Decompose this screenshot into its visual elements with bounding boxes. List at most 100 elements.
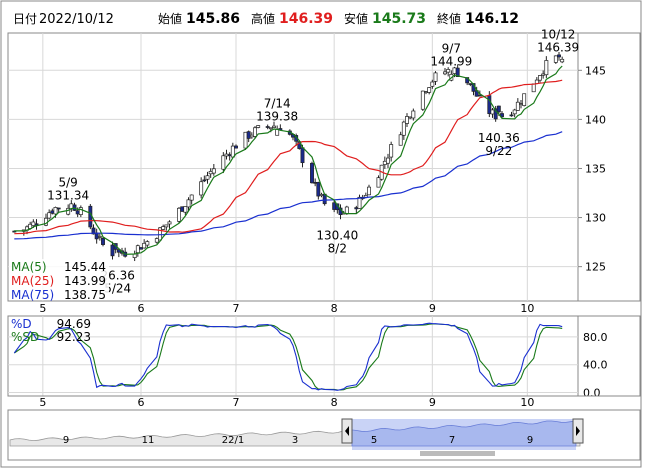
navigator-x-label: 22/1	[222, 435, 244, 446]
annotation-line1: 130.40	[316, 229, 358, 243]
candle-up	[167, 221, 172, 225]
ma25-line	[14, 79, 563, 235]
candle-up	[408, 116, 413, 119]
candle-down	[354, 207, 359, 210]
price-x-tick-label: 7	[233, 302, 240, 315]
candle-down	[300, 147, 305, 164]
candle-up	[78, 207, 83, 215]
candle-up	[272, 125, 276, 128]
low-label: 安値	[344, 11, 368, 26]
candle-up	[164, 224, 169, 228]
stochastic-lines	[13, 322, 563, 391]
candle-down	[455, 67, 460, 78]
price-x-tick-label: 8	[331, 302, 338, 315]
legend-ma5-name: MA(5)	[11, 260, 47, 274]
candle-up	[145, 241, 150, 246]
candle-up	[142, 242, 147, 249]
low-value: 145.73	[372, 11, 426, 27]
candle-up	[386, 157, 390, 164]
ma5-line	[14, 65, 563, 255]
annotation-line2: 8/2	[328, 242, 347, 256]
bottom-x-tick-label: 5	[39, 396, 46, 409]
candle-up	[208, 171, 213, 175]
open-label: 始値	[158, 11, 182, 26]
annotation-line2: 5/24	[104, 281, 131, 295]
candle-up	[31, 221, 36, 226]
legend-ma75-name: MA(75)	[11, 288, 54, 302]
candle-up	[424, 91, 428, 94]
candle-up	[452, 67, 457, 74]
bottom-x-tick-label: 6	[138, 396, 145, 409]
legend-ma75-value: 138.75	[64, 288, 106, 302]
candle-up	[53, 207, 58, 215]
candle-down	[139, 247, 143, 250]
candle-up	[344, 206, 349, 215]
annotation-line2: 9/22	[485, 144, 512, 158]
candle-up	[430, 81, 435, 87]
ma-legend-bg	[9, 259, 109, 300]
high-value: 146.39	[279, 11, 333, 27]
ma-legend: MA(5) 145.44 MA(25) 143.99 MA(75) 138.75	[9, 259, 109, 302]
candle-up	[183, 206, 188, 213]
annotation-line1: 26.36	[100, 268, 134, 282]
annotation-line1: 140.36	[478, 131, 520, 145]
candlesticks	[12, 52, 565, 262]
bottom-x-axis: 5 6 7 8 9 10	[39, 396, 534, 409]
legend-pctsd-name: %SD	[11, 330, 39, 344]
navigator-x-label: 11	[142, 435, 155, 446]
candle-down	[180, 206, 185, 212]
candle-down	[234, 145, 238, 149]
candle-down	[468, 83, 473, 85]
ohlc-header: 日付 2022/10/12 始値 145.86 高値 146.39 安値 145…	[13, 11, 519, 27]
navigator-x-label: 9	[63, 435, 69, 446]
candle-down	[500, 113, 504, 118]
bottom-x-tick-label: 8	[331, 396, 338, 409]
candle-up	[553, 55, 558, 63]
chevron-right-icon	[576, 426, 580, 436]
candle-down	[227, 154, 232, 157]
candle-up	[135, 245, 140, 254]
bottom-x-tick-label: 10	[520, 396, 534, 409]
candle-up	[158, 227, 162, 241]
ma75-line	[14, 131, 563, 240]
price-x-tick-label: 9	[429, 302, 436, 315]
candle-up	[398, 134, 403, 146]
annotation-line1: 7/14	[264, 96, 291, 110]
candle-up	[97, 236, 102, 238]
candle-up	[376, 177, 381, 188]
navigator[interactable]: 9 11 22/1 3 5 7 9	[7, 409, 641, 461]
annotation-line1: 5/9	[59, 175, 78, 189]
candle-up	[515, 101, 520, 111]
candle-down	[202, 179, 207, 182]
candle-up	[357, 196, 362, 209]
candle-down	[246, 131, 251, 139]
legend-pctd-value: 94.69	[57, 317, 91, 331]
candle-up	[519, 103, 523, 105]
price-y-tick-label: 135	[585, 162, 606, 175]
navigator-scrollbar[interactable]	[420, 451, 495, 456]
price-x-tick-label: 6	[138, 302, 145, 315]
candle-up	[268, 127, 273, 130]
candle-down	[316, 182, 321, 197]
candle-up	[490, 109, 495, 115]
candle-up	[47, 212, 52, 219]
candle-down	[496, 105, 501, 113]
candle-up	[427, 87, 432, 93]
candle-up	[205, 175, 210, 180]
moving-averages	[14, 65, 563, 255]
annotation-line1: 10/12	[541, 28, 576, 42]
candle-up	[186, 199, 191, 208]
navigator-x-label: 5	[371, 435, 377, 446]
candle-down	[557, 54, 561, 58]
candle-down	[91, 227, 96, 235]
candle-down	[487, 95, 492, 115]
close-value: 146.12	[465, 11, 519, 27]
navigator-selected-area	[351, 420, 577, 447]
open-value: 145.86	[186, 11, 240, 27]
bottom-x-tick-label: 7	[233, 396, 240, 409]
candle-up	[256, 125, 261, 128]
candle-up	[221, 155, 226, 170]
